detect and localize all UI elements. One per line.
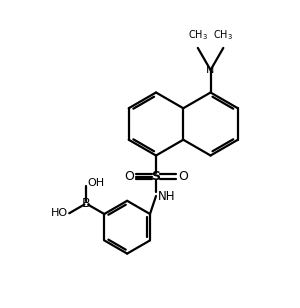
Text: B: B — [82, 197, 90, 210]
Text: CH$_3$: CH$_3$ — [213, 28, 233, 42]
Text: N: N — [206, 65, 215, 75]
Text: O: O — [178, 170, 188, 183]
Text: CH$_3$: CH$_3$ — [188, 28, 208, 42]
Text: OH: OH — [88, 177, 105, 188]
Text: O: O — [124, 170, 134, 183]
Text: HO: HO — [51, 208, 68, 218]
Text: NH: NH — [158, 189, 175, 202]
Text: S: S — [152, 170, 160, 183]
